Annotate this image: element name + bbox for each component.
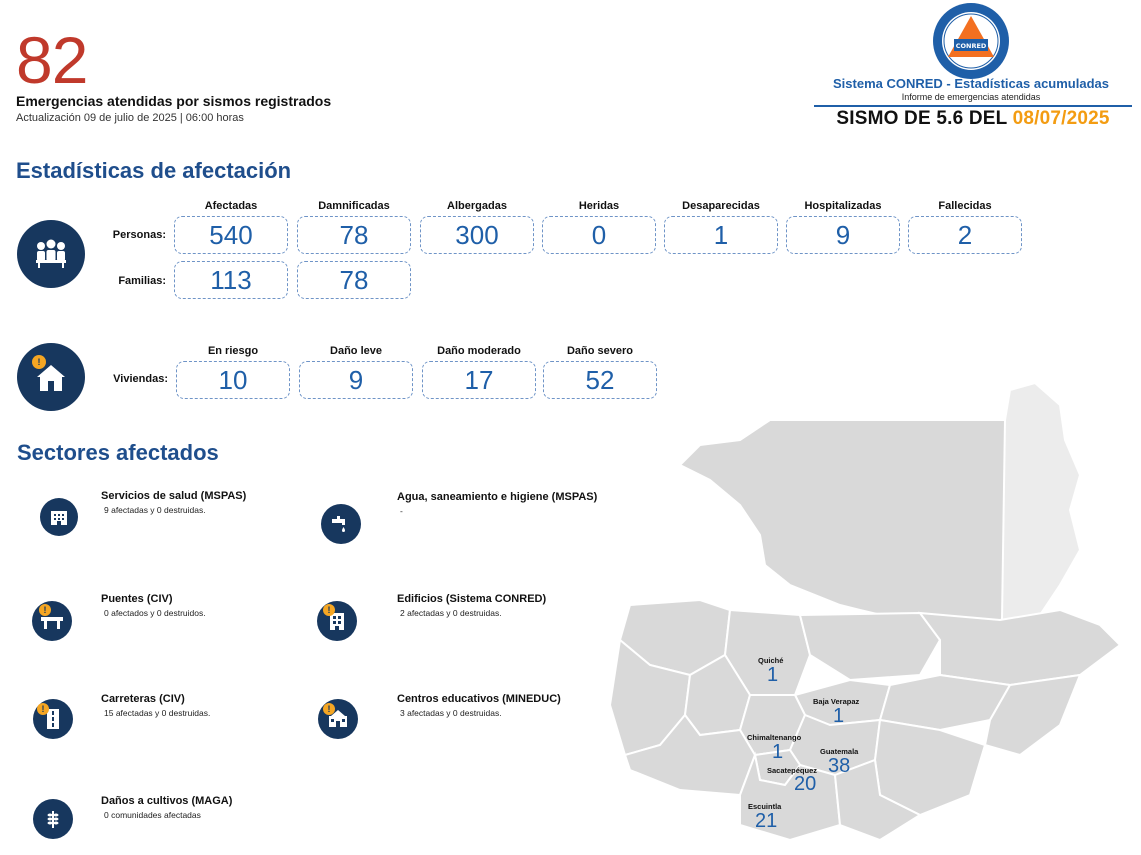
map-label-escuintla-name: Escuintla — [748, 802, 782, 811]
people-icon — [17, 220, 85, 288]
col-head-en-riesgo: En riesgo — [207, 345, 259, 357]
sector-desc-salud: 9 afectadas y 0 destruidas. — [104, 505, 206, 515]
sector-desc-carreteras: 15 afectadas y 0 destruidas. — [104, 708, 211, 718]
bridge-warning-icon: ! — [39, 604, 51, 616]
map-label-guatemala-name: Guatemala — [820, 747, 859, 756]
map-label-escuintla-value: 21 — [755, 810, 778, 832]
housing-dano-severo-value: 52 — [543, 361, 657, 399]
people-damnificadas-value: 78 — [297, 216, 411, 254]
col-head-dano-severo: Daño severo — [566, 345, 634, 357]
header-divider — [814, 105, 1132, 107]
update-timestamp: Actualización 09 de julio de 2025 | 06:0… — [16, 112, 244, 124]
people-afectadas-value: 540 — [174, 216, 288, 254]
map-label-quiche-name: Quiché — [758, 656, 784, 665]
bridge-icon — [32, 601, 72, 641]
map-region-alta-verapaz — [798, 611, 942, 682]
logo-text: CONRED — [956, 42, 987, 50]
col-head-desaparecidas: Desaparecidas — [682, 200, 760, 212]
col-head-hospitalizadas: Hospitalizadas — [804, 200, 882, 212]
sector-desc-puentes: 0 afectados y 0 destruidos. — [104, 608, 206, 618]
water-tap-icon — [321, 504, 361, 544]
col-head-fallecidas: Fallecidas — [938, 200, 992, 212]
sector-name-salud: Servicios de salud (MSPAS) — [101, 490, 247, 502]
sector-name-agua: Agua, saneamiento e higiene (MSPAS) — [397, 491, 598, 503]
building-warning-icon: ! — [323, 604, 335, 616]
warning-icon: ! — [32, 355, 46, 369]
col-head-albergadas: Albergadas — [447, 200, 507, 212]
map-label-chimaltenango-name: Chimaltenango — [747, 733, 802, 742]
col-head-heridas: Heridas — [578, 200, 620, 212]
hospital-icon — [40, 498, 78, 536]
sector-desc-agua: - — [400, 506, 403, 516]
people-albergadas-value: 300 — [420, 216, 534, 254]
sector-desc-cultivos: 0 comunidades afectadas — [104, 810, 201, 820]
map-label-guatemala-value: 38 — [828, 755, 851, 777]
sector-desc-educativos: 3 afectadas y 0 destruidas. — [400, 708, 502, 718]
sismo-date: 08/07/2025 — [1012, 108, 1110, 129]
house-icon — [17, 343, 85, 411]
sismo-heading: SISMO DE 5.6 DEL 08/07/2025 — [812, 108, 1134, 130]
families-row-label: Familias: — [118, 275, 166, 287]
affectation-title: Estadísticas de afectación — [16, 158, 292, 183]
map-label-sacatepequez-name: Sacatepéquez — [767, 766, 818, 775]
col-head-afectadas: Afectadas — [204, 200, 258, 212]
sector-desc-edificios: 2 afectadas y 0 destruidas. — [400, 608, 502, 618]
people-fallecidas-value: 2 — [908, 216, 1022, 254]
crops-icon — [33, 799, 73, 839]
map-label-quiche-value: 1 — [767, 664, 779, 686]
guatemala-map — [608, 381, 1122, 842]
people-desaparecidas-value: 1 — [664, 216, 778, 254]
map-label-baja-verapaz-name: Baja Verapaz — [813, 697, 860, 706]
housing-en-riesgo-value: 10 — [176, 361, 290, 399]
map-label-sacatepequez-value: 20 — [794, 773, 817, 795]
col-head-dano-moderado: Daño moderado — [437, 345, 521, 357]
total-emergencies-number: 82 — [16, 23, 88, 97]
people-row-label: Personas: — [112, 229, 166, 241]
col-head-dano-leve: Daño leve — [330, 345, 382, 357]
housing-dano-moderado-value: 17 — [422, 361, 536, 399]
sismo-prefix: SISMO DE 5.6 DEL — [836, 108, 1008, 129]
housing-row-label: Viviendas: — [113, 373, 168, 385]
map-region-belize — [1000, 381, 1082, 622]
page-subtitle: Emergencias atendidas por sismos registr… — [16, 93, 332, 109]
road-warning-icon: ! — [37, 703, 49, 715]
map-region-santa-rosa — [833, 758, 923, 842]
families-afectadas-value: 113 — [174, 261, 288, 299]
sector-name-cultivos: Daños a cultivos (MAGA) — [101, 795, 233, 807]
map-region-escuintla — [739, 751, 842, 842]
system-title: Sistema CONRED - Estadísticas acumuladas — [833, 76, 1109, 91]
sectors-title: Sectores afectados — [17, 440, 219, 465]
map-label-chimaltenango-value: 1 — [772, 741, 784, 763]
sector-name-educativos: Centros educativos (MINEDUC) — [397, 693, 561, 705]
system-subtitle: Informe de emergencias atendidas — [901, 92, 1041, 102]
housing-dano-leve-value: 9 — [299, 361, 413, 399]
sector-name-puentes: Puentes (CIV) — [101, 593, 173, 605]
conred-logo: CONRED — [933, 3, 1009, 79]
families-damnificadas-value: 78 — [297, 261, 411, 299]
col-head-damnificadas: Damnificadas — [318, 200, 390, 212]
sector-name-edificios: Edificios (Sistema CONRED) — [397, 593, 547, 605]
map-label-baja-verapaz-value: 1 — [833, 705, 845, 727]
map-region-suchitepequez — [623, 713, 757, 797]
people-hospitalizadas-value: 9 — [786, 216, 900, 254]
map-region-izabal — [917, 608, 1122, 687]
sector-name-carreteras: Carreteras (CIV) — [101, 693, 185, 705]
people-heridas-value: 0 — [542, 216, 656, 254]
school-warning-icon: ! — [323, 703, 335, 715]
building-icon — [317, 601, 357, 641]
